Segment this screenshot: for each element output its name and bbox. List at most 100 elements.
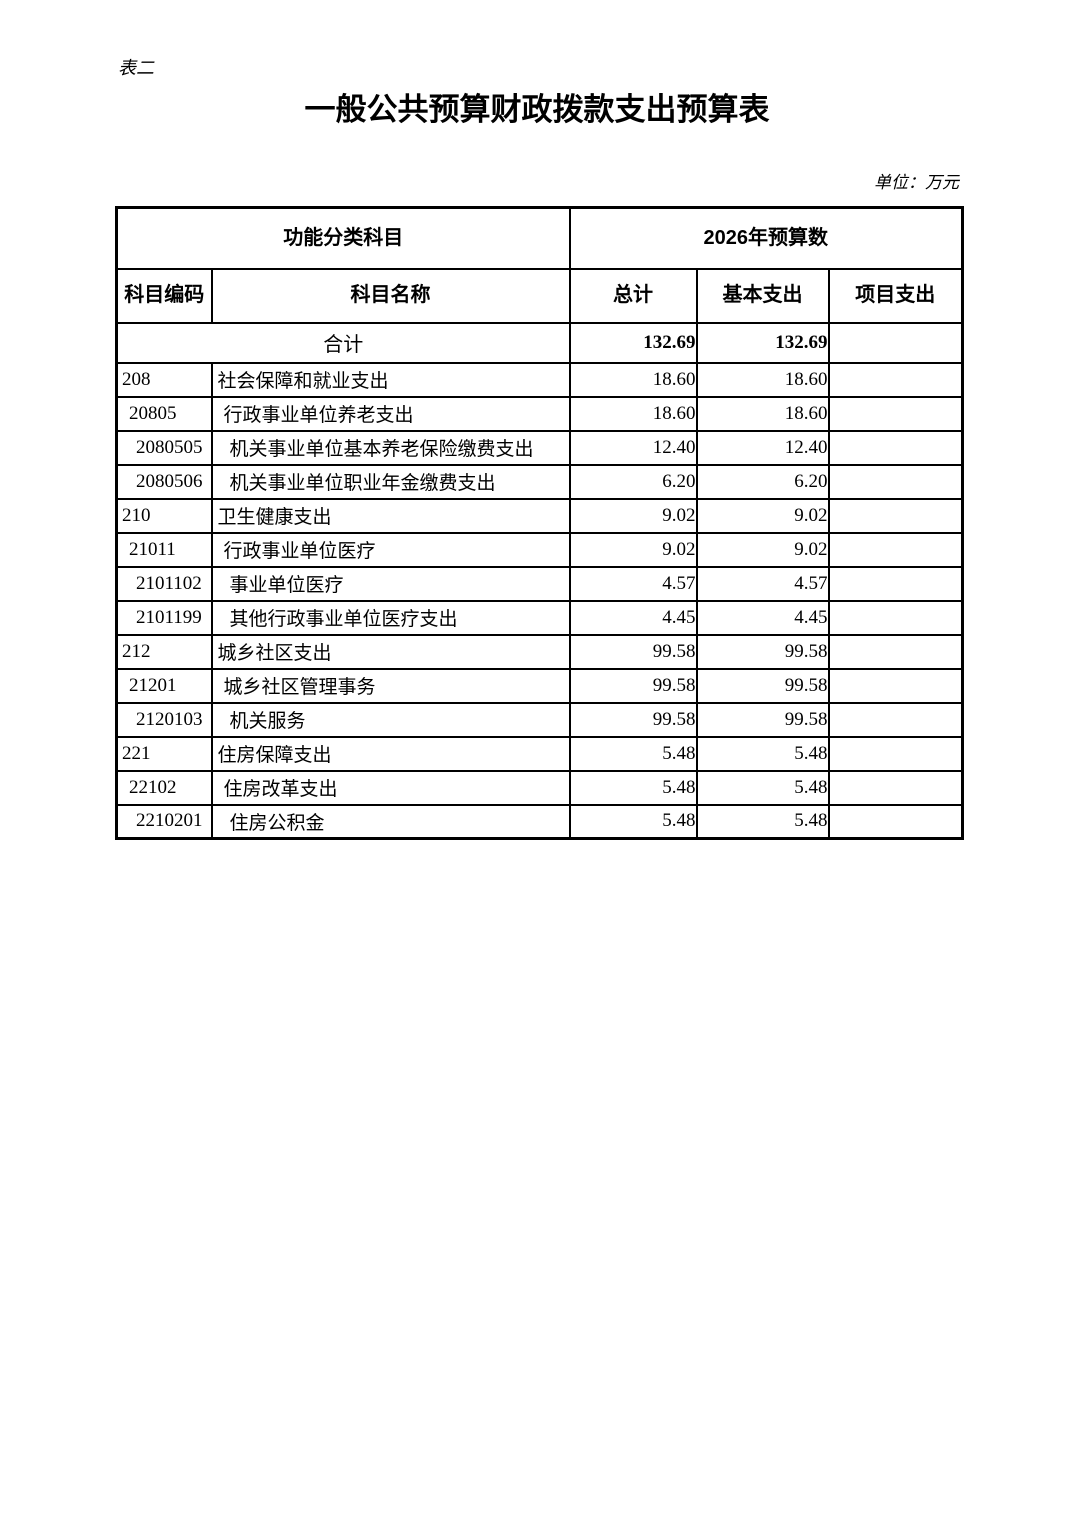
row-basic-value: 18.60 xyxy=(695,395,830,432)
table-row: 210 卫生健康支出 9.02 9.02 xyxy=(115,497,964,534)
header-basic-expenditure: 基本支出 xyxy=(695,267,830,324)
table-row: 2101199 其他行政事业单位医疗支出 4.45 4.45 xyxy=(115,599,964,636)
row-subject-name: 事业单位医疗 xyxy=(210,565,571,602)
row-subject-name: 城乡社区支出 xyxy=(210,633,571,670)
row-subject-code: 2210201 xyxy=(115,803,213,840)
row-subject-name: 机关事业单位职业年金缴费支出 xyxy=(210,463,571,500)
row-subject-name: 社会保障和就业支出 xyxy=(210,361,571,398)
header-column-row: 科目编码 科目名称 总计 基本支出 项目支出 xyxy=(115,267,964,324)
table-row: 21011 行政事业单位医疗 9.02 9.02 xyxy=(115,531,964,568)
table-row: 2080505 机关事业单位基本养老保险缴费支出 12.40 12.40 xyxy=(115,429,964,466)
row-total-value: 18.60 xyxy=(568,361,698,398)
table-row: 2101102 事业单位医疗 4.57 4.57 xyxy=(115,565,964,602)
row-subject-code: 21201 xyxy=(115,667,213,704)
row-subject-code: 2080505 xyxy=(115,429,213,466)
row-project-value xyxy=(827,667,964,704)
row-subject-name: 城乡社区管理事务 xyxy=(210,667,571,704)
row-basic-value: 6.20 xyxy=(695,463,830,500)
grand-total-total: 132.69 xyxy=(568,321,698,364)
row-subject-code: 2101199 xyxy=(115,599,213,636)
row-subject-code: 20805 xyxy=(115,395,213,432)
row-subject-name: 住房保障支出 xyxy=(210,735,571,772)
row-project-value xyxy=(827,429,964,466)
row-subject-code: 2120103 xyxy=(115,701,213,738)
row-project-value xyxy=(827,531,964,568)
row-total-value: 99.58 xyxy=(568,701,698,738)
row-total-value: 5.48 xyxy=(568,735,698,772)
row-subject-name: 其他行政事业单位医疗支出 xyxy=(210,599,571,636)
row-basic-value: 99.58 xyxy=(695,633,830,670)
header-project-expenditure: 项目支出 xyxy=(827,267,964,324)
row-basic-value: 5.48 xyxy=(695,769,830,806)
row-total-value: 99.58 xyxy=(568,633,698,670)
row-total-value: 5.48 xyxy=(568,803,698,840)
row-subject-name: 机关事业单位基本养老保险缴费支出 xyxy=(210,429,571,466)
row-total-value: 12.40 xyxy=(568,429,698,466)
header-subject-name: 科目名称 xyxy=(210,267,571,324)
header-budget-group: 2026年预算数 xyxy=(568,206,964,270)
header-function-group: 功能分类科目 xyxy=(115,206,571,270)
row-project-value xyxy=(827,735,964,772)
header-subject-code: 科目编码 xyxy=(115,267,213,324)
row-basic-value: 99.58 xyxy=(695,701,830,738)
budget-table-body: 合计 132.69 132.69 208 社会保障和就业支出 18.60 18.… xyxy=(115,321,964,840)
header-total: 总计 xyxy=(568,267,698,324)
table-row: 212 城乡社区支出 99.58 99.58 xyxy=(115,633,964,670)
row-total-value: 99.58 xyxy=(568,667,698,704)
grand-total-basic: 132.69 xyxy=(695,321,830,364)
row-project-value xyxy=(827,361,964,398)
row-basic-value: 5.48 xyxy=(695,735,830,772)
row-subject-code: 2101102 xyxy=(115,565,213,602)
row-total-value: 9.02 xyxy=(568,531,698,568)
row-subject-code: 22102 xyxy=(115,769,213,806)
budget-table: 功能分类科目 2026年预算数 科目编码 科目名称 总计 基本支出 项目支出 合… xyxy=(115,206,965,840)
row-project-value xyxy=(827,769,964,806)
row-subject-name: 行政事业单位养老支出 xyxy=(210,395,571,432)
unit-note: 单位：万元 xyxy=(874,173,959,192)
row-basic-value: 12.40 xyxy=(695,429,830,466)
row-project-value xyxy=(827,633,964,670)
table-row: 2210201 住房公积金 5.48 5.48 xyxy=(115,803,964,840)
table-row: 21201 城乡社区管理事务 99.58 99.58 xyxy=(115,667,964,704)
row-project-value xyxy=(827,565,964,602)
row-subject-name: 行政事业单位医疗 xyxy=(210,531,571,568)
row-total-value: 5.48 xyxy=(568,769,698,806)
row-project-value xyxy=(827,463,964,500)
row-project-value xyxy=(827,395,964,432)
header-group-row: 功能分类科目 2026年预算数 xyxy=(115,206,964,270)
row-subject-name: 住房公积金 xyxy=(210,803,571,840)
row-subject-code: 2080506 xyxy=(115,463,213,500)
row-basic-value: 4.57 xyxy=(695,565,830,602)
row-subject-code: 210 xyxy=(115,497,213,534)
row-basic-value: 18.60 xyxy=(695,361,830,398)
row-total-value: 9.02 xyxy=(568,497,698,534)
table-section: 单位：万元 功能分类科目 2026年预算数 科目编码 科目名称 总计 基本支出 xyxy=(115,168,965,840)
table-row: 2080506 机关事业单位职业年金缴费支出 6.20 6.20 xyxy=(115,463,964,500)
row-subject-name: 机关服务 xyxy=(210,701,571,738)
row-total-value: 4.45 xyxy=(568,599,698,636)
row-project-value xyxy=(827,803,964,840)
row-basic-value: 9.02 xyxy=(695,497,830,534)
row-project-value xyxy=(827,599,964,636)
row-subject-code: 212 xyxy=(115,633,213,670)
row-total-value: 6.20 xyxy=(568,463,698,500)
row-total-value: 4.57 xyxy=(568,565,698,602)
table-label: 表二 xyxy=(118,58,154,78)
row-subject-code: 221 xyxy=(115,735,213,772)
table-row: 20805 行政事业单位养老支出 18.60 18.60 xyxy=(115,395,964,432)
table-row: 2120103 机关服务 99.58 99.58 xyxy=(115,701,964,738)
table-row: 221 住房保障支出 5.48 5.48 xyxy=(115,735,964,772)
grand-total-label: 合计 xyxy=(115,321,571,364)
table-row: 22102 住房改革支出 5.48 5.48 xyxy=(115,769,964,806)
row-subject-name: 住房改革支出 xyxy=(210,769,571,806)
row-total-value: 18.60 xyxy=(568,395,698,432)
row-subject-name: 卫生健康支出 xyxy=(210,497,571,534)
page-title: 一般公共预算财政拨款支出预算表 xyxy=(304,92,770,127)
row-subject-code: 208 xyxy=(115,361,213,398)
grand-total-row: 合计 132.69 132.69 xyxy=(115,321,964,364)
row-subject-code: 21011 xyxy=(115,531,213,568)
grand-total-project xyxy=(827,321,964,364)
row-basic-value: 5.48 xyxy=(695,803,830,840)
row-project-value xyxy=(827,497,964,534)
